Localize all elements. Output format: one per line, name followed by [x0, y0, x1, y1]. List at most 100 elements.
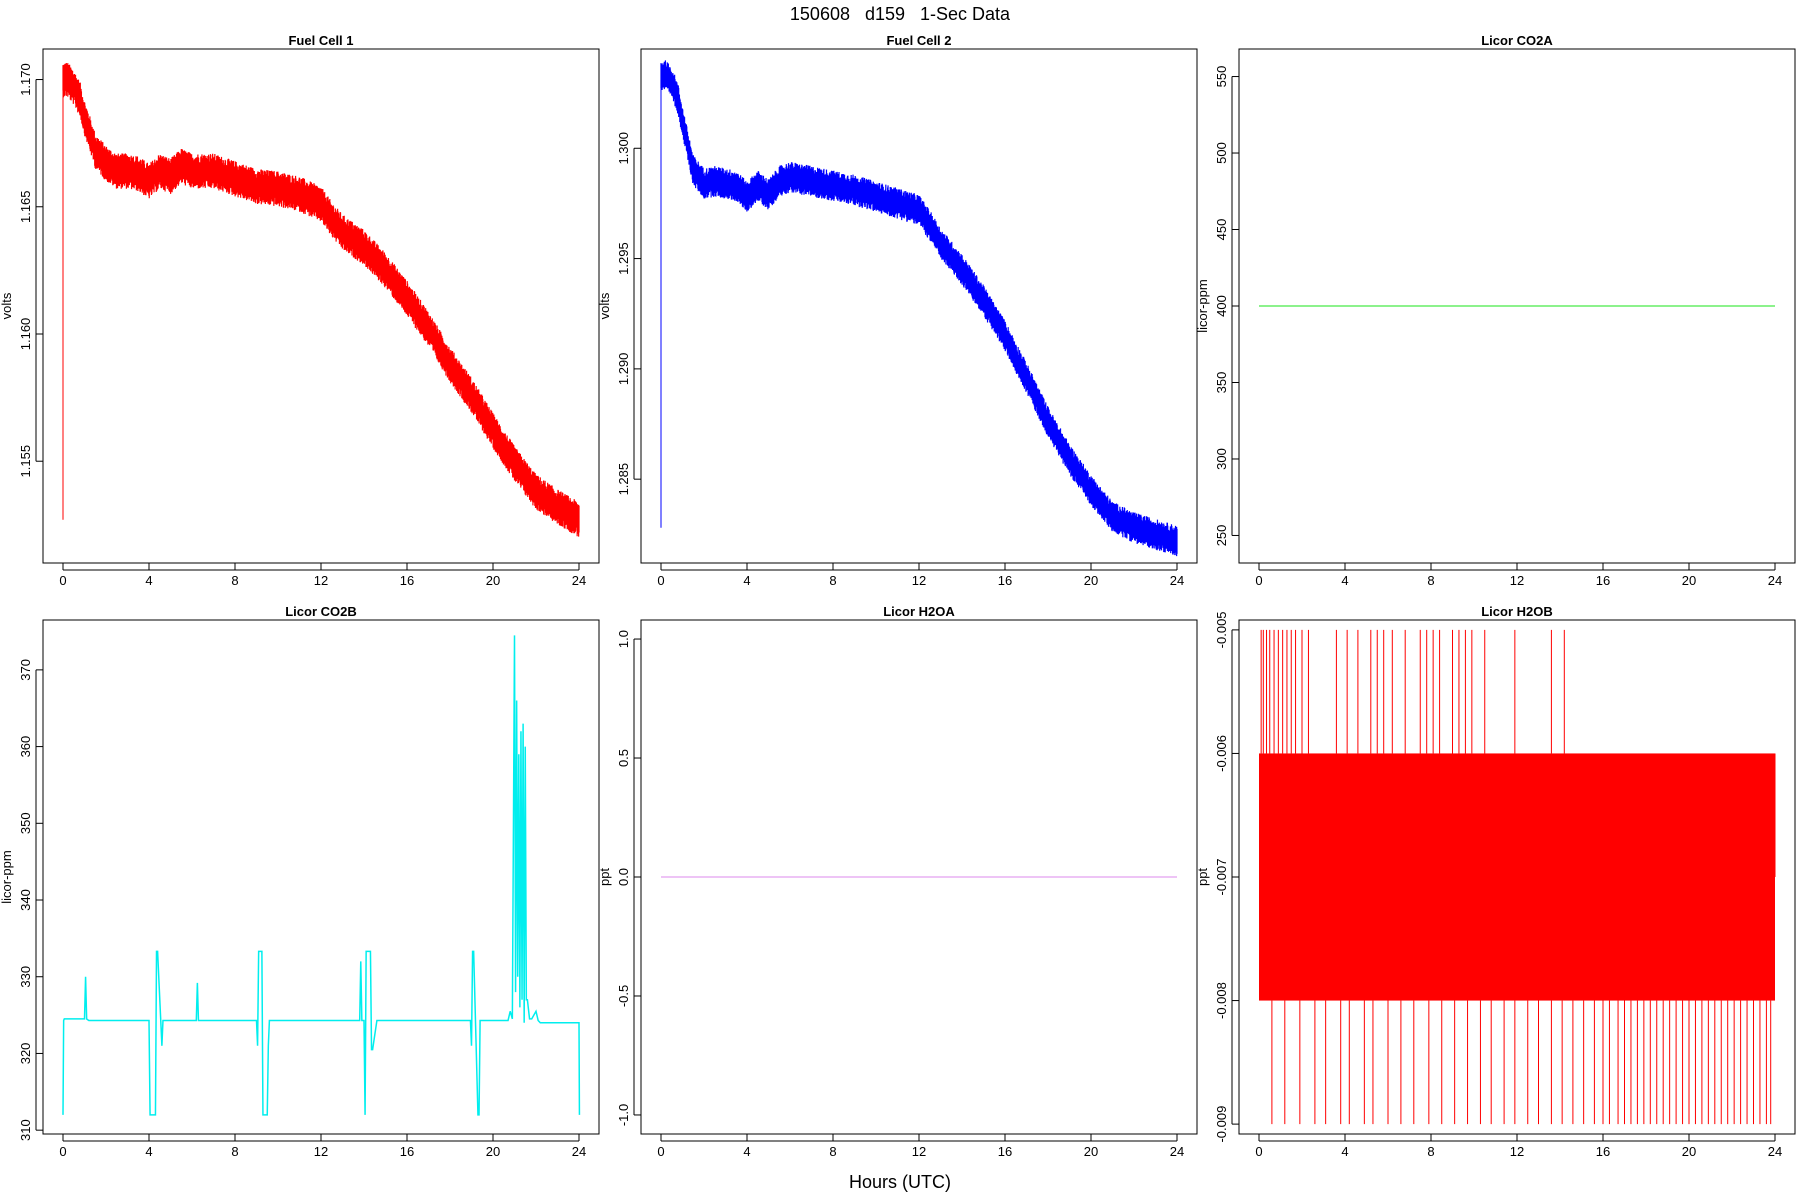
series-group	[62, 635, 581, 1116]
series-block	[1259, 753, 1775, 1001]
x-tick-label: 12	[314, 573, 328, 588]
x-tick-label: 0	[1255, 573, 1262, 588]
x-tick-label: 12	[912, 1144, 926, 1159]
x-tick-label: 12	[1510, 573, 1524, 588]
x-tick-label: 4	[743, 573, 750, 588]
y-tick-label: 500	[1214, 142, 1229, 164]
x-tick-label: 12	[912, 573, 926, 588]
x-tick-label: 20	[1084, 573, 1098, 588]
x-tick-label: 8	[231, 573, 238, 588]
x-tick-label: 4	[145, 573, 152, 588]
y-tick-label: 1.160	[18, 318, 33, 351]
y-axis-label: ppt	[1195, 868, 1210, 886]
plot-frame	[640, 48, 1198, 564]
series-line	[62, 62, 580, 537]
x-tick-label: 16	[998, 573, 1012, 588]
x-axis-caption: Hours (UTC)	[849, 1172, 951, 1192]
chart-panel-5: Licor H2OA ppt 0 4 8 12 16 20 24 -1.0 -0.5 0.0 0.5 1.…	[597, 604, 1198, 1159]
y-tick-label: 370	[18, 659, 33, 681]
y-tick-label: 400	[1214, 295, 1229, 317]
x-tick-label: 0	[657, 573, 664, 588]
y-tick-label: -0.5	[616, 985, 631, 1007]
y-tick-label: -1.0	[616, 1104, 631, 1126]
x-tick-label: 16	[400, 573, 414, 588]
x-tick-label: 20	[1682, 1144, 1696, 1159]
chart-panel-2: Fuel Cell 2 volts 0 4 8 12 16 20 24 1.285 1.290 1.2…	[597, 33, 1198, 588]
x-tick-label: 20	[486, 573, 500, 588]
x-tick-label: 8	[231, 1144, 238, 1159]
series-group	[62, 62, 580, 537]
series-group	[660, 60, 1178, 557]
chart-title: Licor H2OB	[1481, 604, 1553, 619]
plot-frame	[42, 48, 600, 564]
y-tick-label: -0.008	[1214, 982, 1229, 1019]
x-tick-label: 24	[1768, 573, 1782, 588]
y-axis-label: volts	[0, 292, 14, 319]
y-tick-label: -0.007	[1214, 859, 1229, 896]
y-tick-label: 450	[1214, 219, 1229, 241]
chart-title: Licor CO2B	[285, 604, 357, 619]
x-tick-label: 24	[1768, 1144, 1782, 1159]
y-tick-label: 300	[1214, 448, 1229, 470]
x-tick-label: 8	[829, 573, 836, 588]
x-tick-label: 12	[1510, 1144, 1524, 1159]
chart-panel-6: Licor H2OB ppt 0 4 8 12 16 20 24 -0.009 -0.008 -0.0…	[1195, 604, 1796, 1159]
y-tick-label: 1.300	[616, 132, 631, 165]
y-tick-label: -0.005	[1214, 611, 1229, 648]
chart-panel-1: Fuel Cell 1 volts 0 4 8 12 16 20 24 1.155 1.160 1.1…	[0, 33, 600, 588]
x-tick-label: 16	[1596, 573, 1610, 588]
x-tick-label: 0	[1255, 1144, 1262, 1159]
chart-title: Fuel Cell 2	[886, 33, 951, 48]
y-tick-label: 1.290	[616, 353, 631, 386]
plot-frame	[1238, 48, 1796, 564]
series-line	[660, 60, 1178, 557]
x-tick-label: 24	[572, 1144, 586, 1159]
plot-frame	[42, 619, 600, 1135]
chart-panel-4: Licor CO2B licor-ppm 0 4 8 12 16 20 24 310 320 330 3…	[0, 604, 600, 1159]
y-axis-label: ppt	[597, 868, 612, 886]
y-tick-label: 0.5	[616, 749, 631, 767]
x-tick-label: 20	[486, 1144, 500, 1159]
x-tick-label: 20	[1084, 1144, 1098, 1159]
x-tick-label: 0	[657, 1144, 664, 1159]
x-tick-label: 16	[1596, 1144, 1610, 1159]
plot-frame	[640, 619, 1198, 1135]
y-tick-label: -0.009	[1214, 1106, 1229, 1143]
x-tick-label: 20	[1682, 573, 1696, 588]
x-tick-label: 0	[59, 1144, 66, 1159]
chart-panel-3: Licor CO2A licor-ppm 0 4 8 12 16 20 24 250 300 350 4…	[1195, 33, 1796, 588]
y-tick-label: -0.006	[1214, 735, 1229, 772]
x-tick-label: 16	[400, 1144, 414, 1159]
y-tick-label: 250	[1214, 525, 1229, 547]
y-tick-label: 550	[1214, 66, 1229, 88]
y-tick-label: 320	[18, 1043, 33, 1065]
y-tick-label: 1.155	[18, 445, 33, 478]
y-tick-label: 360	[18, 736, 33, 758]
y-tick-label: 1.165	[18, 190, 33, 223]
x-tick-label: 4	[743, 1144, 750, 1159]
y-tick-label: 310	[18, 1119, 33, 1141]
y-tick-label: 1.285	[616, 463, 631, 496]
chart-title: Licor H2OA	[883, 604, 955, 619]
page-title: 150608 d159 1-Sec Data	[789, 4, 1011, 24]
x-tick-label: 8	[829, 1144, 836, 1159]
series-line	[62, 635, 581, 1116]
y-tick-label: 1.170	[18, 63, 33, 96]
x-tick-label: 24	[1170, 573, 1184, 588]
y-tick-label: 330	[18, 966, 33, 988]
x-tick-label: 16	[998, 1144, 1012, 1159]
y-tick-label: 340	[18, 889, 33, 911]
plot-frame	[1238, 619, 1796, 1135]
x-tick-label: 4	[1341, 1144, 1348, 1159]
x-tick-label: 8	[1427, 1144, 1434, 1159]
y-tick-label: 0.0	[616, 868, 631, 886]
x-tick-label: 4	[145, 1144, 152, 1159]
chart-title: Fuel Cell 1	[288, 33, 353, 48]
series-group	[1259, 629, 1776, 1125]
y-tick-label: 350	[18, 812, 33, 834]
x-tick-label: 8	[1427, 573, 1434, 588]
y-tick-label: 1.295	[616, 242, 631, 275]
x-tick-label: 4	[1341, 573, 1348, 588]
y-axis-label: volts	[597, 292, 612, 319]
